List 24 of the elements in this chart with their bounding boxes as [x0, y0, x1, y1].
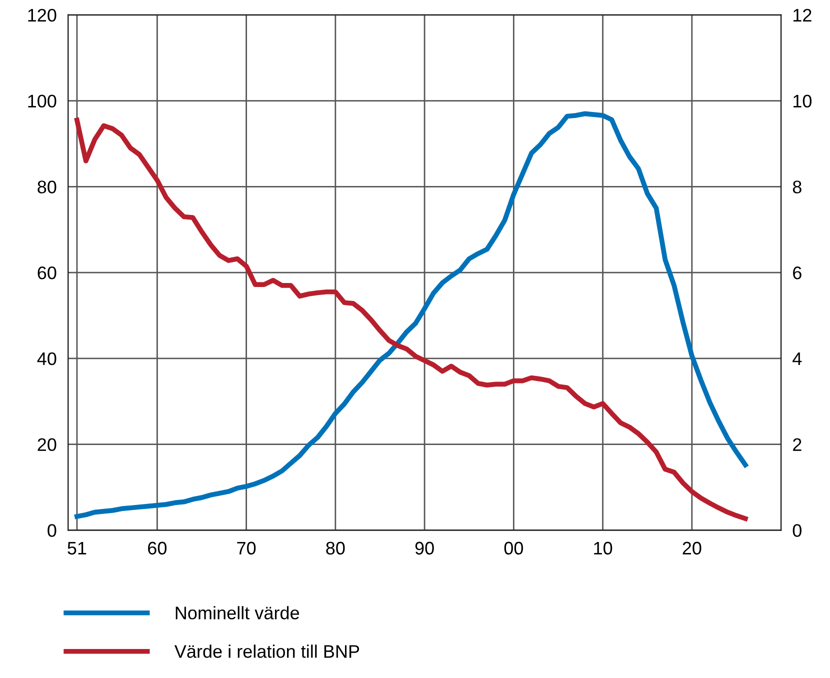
y2-tick-label: 0: [792, 524, 802, 537]
y2-tick-label: 10: [794, 94, 812, 108]
y2-tick-label: 12: [794, 8, 812, 22]
x-tick-label: 10: [594, 542, 612, 555]
x-tick-label: 70: [237, 542, 256, 555]
x-tick-label: 00: [504, 542, 524, 555]
y-tick-label: 40: [37, 352, 56, 366]
legend-label: Nominellt värde: [176, 606, 300, 620]
y2-tick-label: 6: [793, 266, 802, 280]
y-tick-label: 80: [38, 180, 56, 194]
y-tick-label: 120: [28, 8, 56, 22]
y-tick-label: 100: [28, 94, 56, 108]
x-tick-label: 80: [326, 542, 345, 555]
legend-label: Värde i relation till BNP: [174, 644, 360, 658]
y-tick-label: 20: [38, 438, 56, 452]
x-tick-label: 90: [415, 542, 434, 555]
x-tick-label: 51: [68, 542, 86, 555]
y2-tick-label: 8: [792, 180, 802, 194]
y2-tick-label: 4: [792, 352, 802, 365]
y2-tick-label: 2: [793, 438, 802, 451]
y-tick-label: 60: [38, 266, 56, 280]
x-tick-label: 60: [148, 542, 167, 555]
x-tick-label: 20: [682, 542, 702, 555]
y-tick-label: 0: [48, 524, 56, 537]
